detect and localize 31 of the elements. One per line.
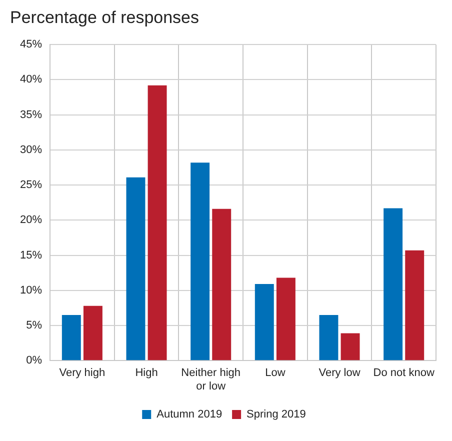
y-tick-label: 20% [20, 214, 42, 226]
bar [340, 333, 360, 360]
y-tick-label: 30% [20, 144, 42, 156]
bar [190, 162, 210, 360]
y-tick-label: 10% [20, 284, 42, 296]
y-tick-label: 35% [20, 108, 42, 121]
bar [212, 208, 232, 360]
y-tick-label: 5% [26, 320, 42, 332]
bar [148, 85, 167, 360]
bar [319, 314, 338, 360]
x-tick-label: High [135, 367, 158, 380]
x-tick-label: Very low [318, 367, 360, 380]
y-tick-label: 40% [20, 74, 42, 86]
legend-label: Autumn 2019 [156, 408, 222, 421]
x-tick-label: Do not know [373, 367, 434, 380]
y-tick-label: 15% [20, 249, 42, 262]
bar [254, 284, 274, 360]
bar [405, 250, 424, 360]
bar [384, 208, 403, 360]
legend-label: Spring 2019 [246, 408, 306, 421]
x-tick-label: Low [265, 367, 286, 380]
bar [276, 278, 296, 360]
y-tick-label: 45% [20, 38, 42, 51]
bar [62, 314, 81, 360]
chart-title: Percentage of responses [10, 8, 200, 28]
y-tick-label: 25% [20, 179, 42, 192]
x-tick-label: Neither high or low [181, 367, 241, 392]
bar [83, 306, 102, 360]
bar [126, 177, 146, 360]
x-tick-label: Very high [59, 367, 106, 380]
y-tick-label: 0% [26, 354, 42, 367]
